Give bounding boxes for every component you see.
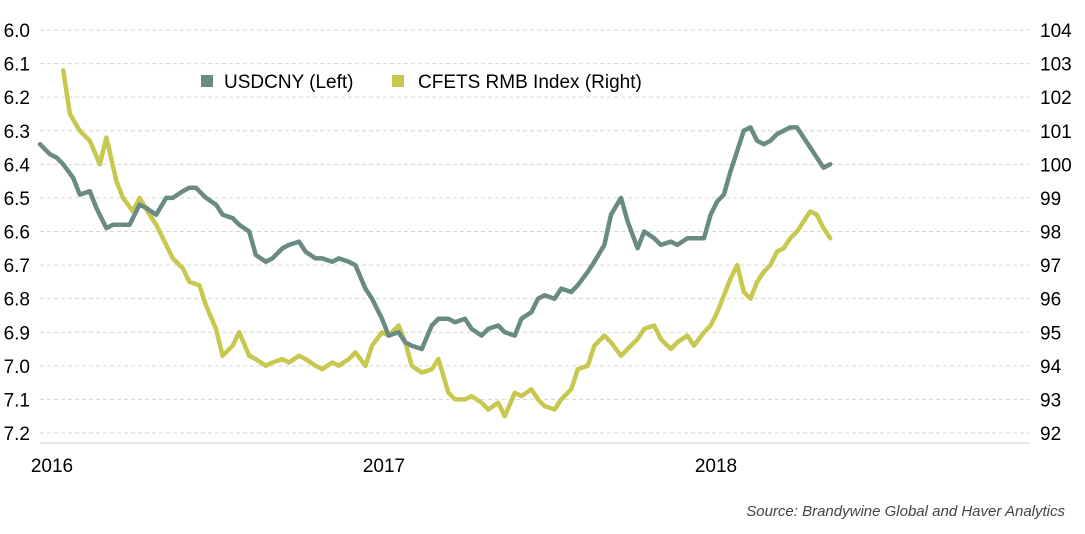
x-tick-label: 2016 [31, 456, 73, 477]
right-tick-label: 99 [1040, 189, 1061, 210]
right-tick-label: 95 [1040, 323, 1061, 344]
right-tick-label: 103 [1040, 55, 1072, 76]
left-tick-label: 6.5 [4, 189, 30, 210]
left-tick-label: 7.1 [4, 390, 30, 411]
x-tick-label: 2018 [695, 456, 737, 477]
left-tick-label: 6.7 [4, 256, 30, 277]
x-axis: 2016 2017 2018 [31, 442, 1030, 477]
right-tick-label: 96 [1040, 290, 1061, 311]
left-tick-label: 6.9 [4, 323, 30, 344]
left-tick-label: 6.8 [4, 290, 30, 311]
left-tick-label: 7.0 [4, 357, 30, 378]
right-axis: 104 103 102 101 100 99 98 97 96 95 94 93 92 [1040, 21, 1072, 445]
x-tick-label: 2017 [363, 456, 405, 477]
legend-label: USDCNY (Left) [224, 72, 354, 93]
left-tick-label: 6.3 [4, 122, 30, 143]
left-tick-label: 6.4 [4, 155, 31, 176]
left-tick-label: 6.0 [4, 21, 30, 42]
source-note: Source: Brandywine Global and Haver Anal… [746, 503, 1065, 520]
legend-swatch [201, 75, 213, 87]
series-line-cfets [60, 68, 833, 419]
left-tick-label: 7.2 [4, 424, 30, 445]
series-lines [37, 68, 833, 419]
right-tick-label: 104 [1040, 21, 1072, 42]
right-tick-label: 92 [1040, 424, 1061, 445]
left-tick-label: 6.6 [4, 223, 30, 244]
right-tick-label: 93 [1040, 390, 1061, 411]
right-tick-label: 102 [1040, 88, 1072, 109]
series-line-usdcny [37, 125, 833, 352]
right-tick-label: 94 [1040, 357, 1062, 378]
right-tick-label: 100 [1040, 155, 1072, 176]
left-axis: 6.0 6.1 6.2 6.3 6.4 6.5 6.6 6.7 6.8 6.9 7.0 7.1 7.2 [4, 21, 31, 445]
right-tick-label: 97 [1040, 256, 1061, 277]
left-tick-label: 6.2 [4, 88, 30, 109]
legend: USDCNY (Left) CFETS RMB Index (Right) [201, 72, 642, 93]
legend-label: CFETS RMB Index (Right) [418, 72, 642, 93]
right-tick-label: 101 [1040, 122, 1072, 143]
right-tick-label: 98 [1040, 223, 1061, 244]
left-tick-label: 6.1 [4, 55, 30, 76]
legend-swatch [392, 75, 404, 87]
